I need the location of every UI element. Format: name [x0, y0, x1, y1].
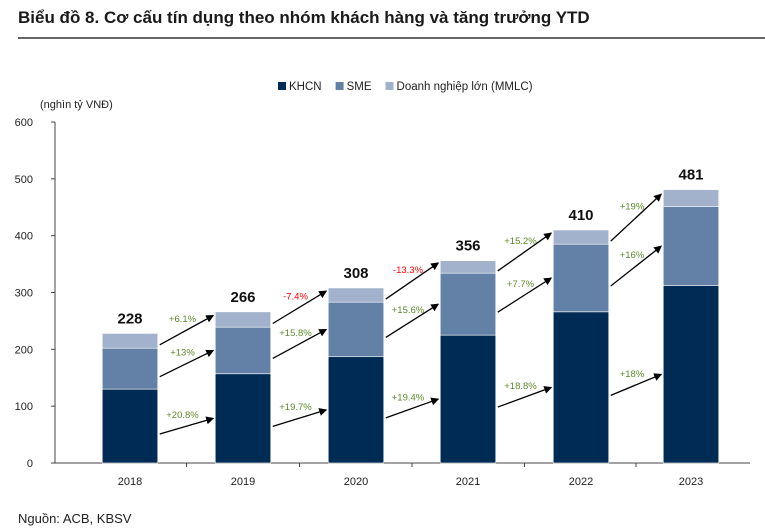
- bar-sme-2019: [214, 326, 272, 375]
- y-tick-label: 200: [15, 344, 33, 356]
- legend-swatch: [335, 82, 344, 90]
- growth-arrow: [159, 416, 215, 435]
- growth-arrow: [272, 290, 328, 325]
- growth-arrow: [610, 193, 662, 242]
- bar-khcn-2023: [662, 285, 720, 464]
- growth-arrow: [610, 373, 663, 397]
- growth-label: +19.4%: [392, 392, 425, 403]
- growth-arrow: [497, 277, 553, 313]
- legend-swatch: [278, 82, 286, 90]
- bar-khcn-2021: [439, 334, 497, 464]
- growth-arrow: [610, 245, 663, 287]
- y-tick-label: 300: [15, 288, 33, 300]
- growth-arrow: [159, 314, 215, 346]
- bar-sme-2021: [439, 272, 497, 336]
- x-tick-label: 2021: [456, 476, 480, 488]
- growth-label: +13%: [170, 348, 195, 359]
- growth-label: +19.7%: [279, 402, 312, 413]
- bar-sme-2023: [662, 206, 720, 286]
- growth-arrow: [159, 349, 215, 378]
- y-tick-label: 100: [15, 401, 33, 413]
- growth-label: +6.1%: [169, 314, 197, 325]
- total-label-2019: 266: [230, 289, 255, 306]
- x-tick-label: 2023: [679, 476, 703, 488]
- total-label-2020: 308: [343, 265, 368, 282]
- bar-doanh-2020: [327, 287, 385, 303]
- growth-label: +15.2%: [504, 236, 537, 247]
- bar-sme-2020: [327, 301, 385, 358]
- growth-arrow: [385, 303, 440, 338]
- y-tick-label: 600: [15, 117, 33, 129]
- bar-doanh-2023: [662, 189, 720, 207]
- total-label-2021: 356: [455, 238, 480, 255]
- growth-arrow: [497, 386, 553, 408]
- y-tick-label: 0: [27, 458, 33, 470]
- x-tick-label: 2018: [118, 476, 142, 488]
- growth-arrow: [385, 262, 440, 300]
- bar-khcn-2020: [327, 356, 385, 464]
- chart-title: Biểu đồ 8. Cơ cấu tín dụng theo nhóm khá…: [18, 8, 590, 27]
- bar-khcn-2018: [101, 388, 159, 464]
- growth-arrow: [272, 328, 328, 360]
- bar-doanh-2018: [101, 333, 159, 349]
- growth-arrow: [272, 408, 328, 428]
- bar-khcn-2022: [552, 311, 610, 464]
- x-tick-label: 2019: [231, 476, 255, 488]
- growth-label: -13.3%: [393, 265, 424, 276]
- growth-label: +16%: [620, 250, 645, 261]
- y-tick-label: 400: [15, 231, 33, 243]
- y-axis-label: (nghìn tỷ VNĐ): [40, 99, 113, 111]
- total-label-2023: 481: [678, 167, 703, 184]
- bar-sme-2018: [101, 347, 159, 390]
- legend-item: Doanh nghiệp lớn (MMLC): [397, 81, 533, 93]
- growth-arrow: [385, 397, 440, 419]
- bar-doanh-2021: [439, 260, 497, 274]
- bar-sme-2022: [552, 243, 610, 313]
- growth-label: +15.6%: [392, 305, 425, 316]
- bar-doanh-2019: [214, 311, 272, 328]
- growth-label: -7.4%: [283, 291, 308, 302]
- total-label-2022: 410: [568, 207, 593, 224]
- y-tick-label: 500: [15, 174, 33, 186]
- growth-label: +18%: [620, 369, 645, 380]
- growth-label: +15.8%: [279, 328, 312, 339]
- growth-arrow: [497, 232, 553, 272]
- legend-item: SME: [347, 81, 372, 93]
- legend-item: KHCN: [289, 81, 322, 93]
- growth-label: +19%: [620, 202, 645, 213]
- legend-swatch: [385, 82, 394, 90]
- growth-label: +20.8%: [166, 410, 199, 421]
- x-tick-label: 2022: [569, 476, 593, 488]
- growth-label: +18.8%: [504, 381, 537, 392]
- title-divider: [18, 37, 765, 39]
- bar-doanh-2022: [552, 229, 610, 245]
- growth-label: +7.7%: [507, 279, 535, 290]
- source-note: Nguồn: ACB, KBSV: [18, 511, 132, 526]
- total-label-2018: 228: [117, 310, 142, 327]
- bar-khcn-2019: [214, 373, 272, 464]
- x-tick-label: 2020: [344, 476, 368, 488]
